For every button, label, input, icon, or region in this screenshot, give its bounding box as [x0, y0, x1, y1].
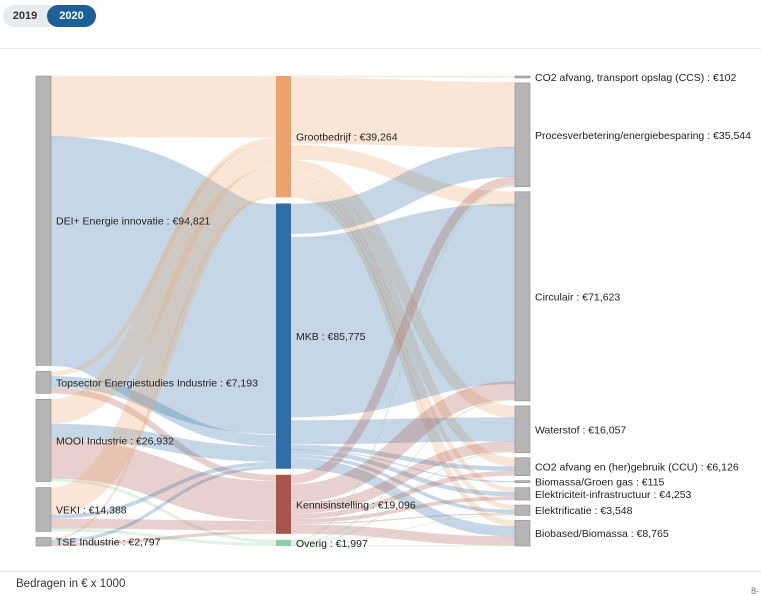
label-proces: Procesverbetering/energiebesparing : €35… — [535, 130, 751, 142]
node-proces[interactable] — [515, 83, 530, 187]
node-mkb[interactable] — [276, 203, 291, 468]
amount-unit-note: Bedragen in € x 1000 — [16, 578, 125, 590]
label-overig: Overig : €1,997 — [296, 538, 368, 550]
node-veki[interactable] — [36, 488, 51, 532]
node-tse_studies[interactable] — [36, 371, 51, 393]
node-circulair[interactable] — [515, 192, 530, 401]
label-tse_studies: Topsector Energiestudies Industrie : €7,… — [56, 377, 258, 389]
label-elek: Elektrificatie : €3,548 — [535, 505, 633, 517]
label-ccu: CO2 afvang en (her)gebruik (CCU) : €6,12… — [535, 462, 739, 474]
node-groot[interactable] — [276, 76, 291, 197]
label-dei: DEI+ Energie innovatie : €94,821 — [56, 216, 211, 228]
node-elek[interactable] — [515, 505, 530, 515]
label-waterstof: Waterstof : €16,057 — [535, 424, 626, 436]
label-groot: Grootbedrijf : €39,264 — [296, 132, 398, 144]
node-biogas[interactable] — [515, 481, 530, 483]
label-mooi: MOOI Industrie : €26,932 — [56, 435, 174, 447]
sankey-chart: DEI+ Energie innovatie : €94,821 Topsecto… — [0, 0, 761, 570]
label-biobased: Biobased/Biomassa : €8,765 — [535, 528, 669, 540]
label-tse_ind: TSE Industrie : €2,797 — [56, 537, 161, 549]
node-tse_ind[interactable] — [36, 537, 51, 546]
node-ccs[interactable] — [515, 76, 530, 78]
label-kennis: Kennisinstelling : €19,096 — [296, 499, 416, 511]
node-dei[interactable] — [36, 76, 51, 365]
bottom-divider — [0, 571, 761, 572]
link-groot-ccs[interactable] — [291, 76, 515, 77]
node-biobased[interactable] — [515, 520, 530, 546]
node-elinfra[interactable] — [515, 488, 530, 500]
label-veki: VEKI : €14,388 — [56, 505, 127, 517]
node-waterstof[interactable] — [515, 406, 530, 453]
node-overig[interactable] — [276, 540, 291, 546]
label-mkb: MKB : €85,775 — [296, 331, 366, 343]
node-kennis[interactable] — [276, 475, 291, 534]
node-mooi[interactable] — [36, 399, 51, 481]
label-elinfra: Elektriciteit-infrastructuur : €4,253 — [535, 489, 692, 501]
label-circulair: Circulair : €71,623 — [535, 291, 620, 303]
node-ccu[interactable] — [515, 458, 530, 476]
link-groot-proces[interactable] — [291, 110, 515, 115]
label-biogas: Biomassa/Groen gas : €115 — [535, 477, 665, 489]
label-ccs: CO2 afvang, transport opslag (CCS) : €10… — [535, 72, 737, 84]
